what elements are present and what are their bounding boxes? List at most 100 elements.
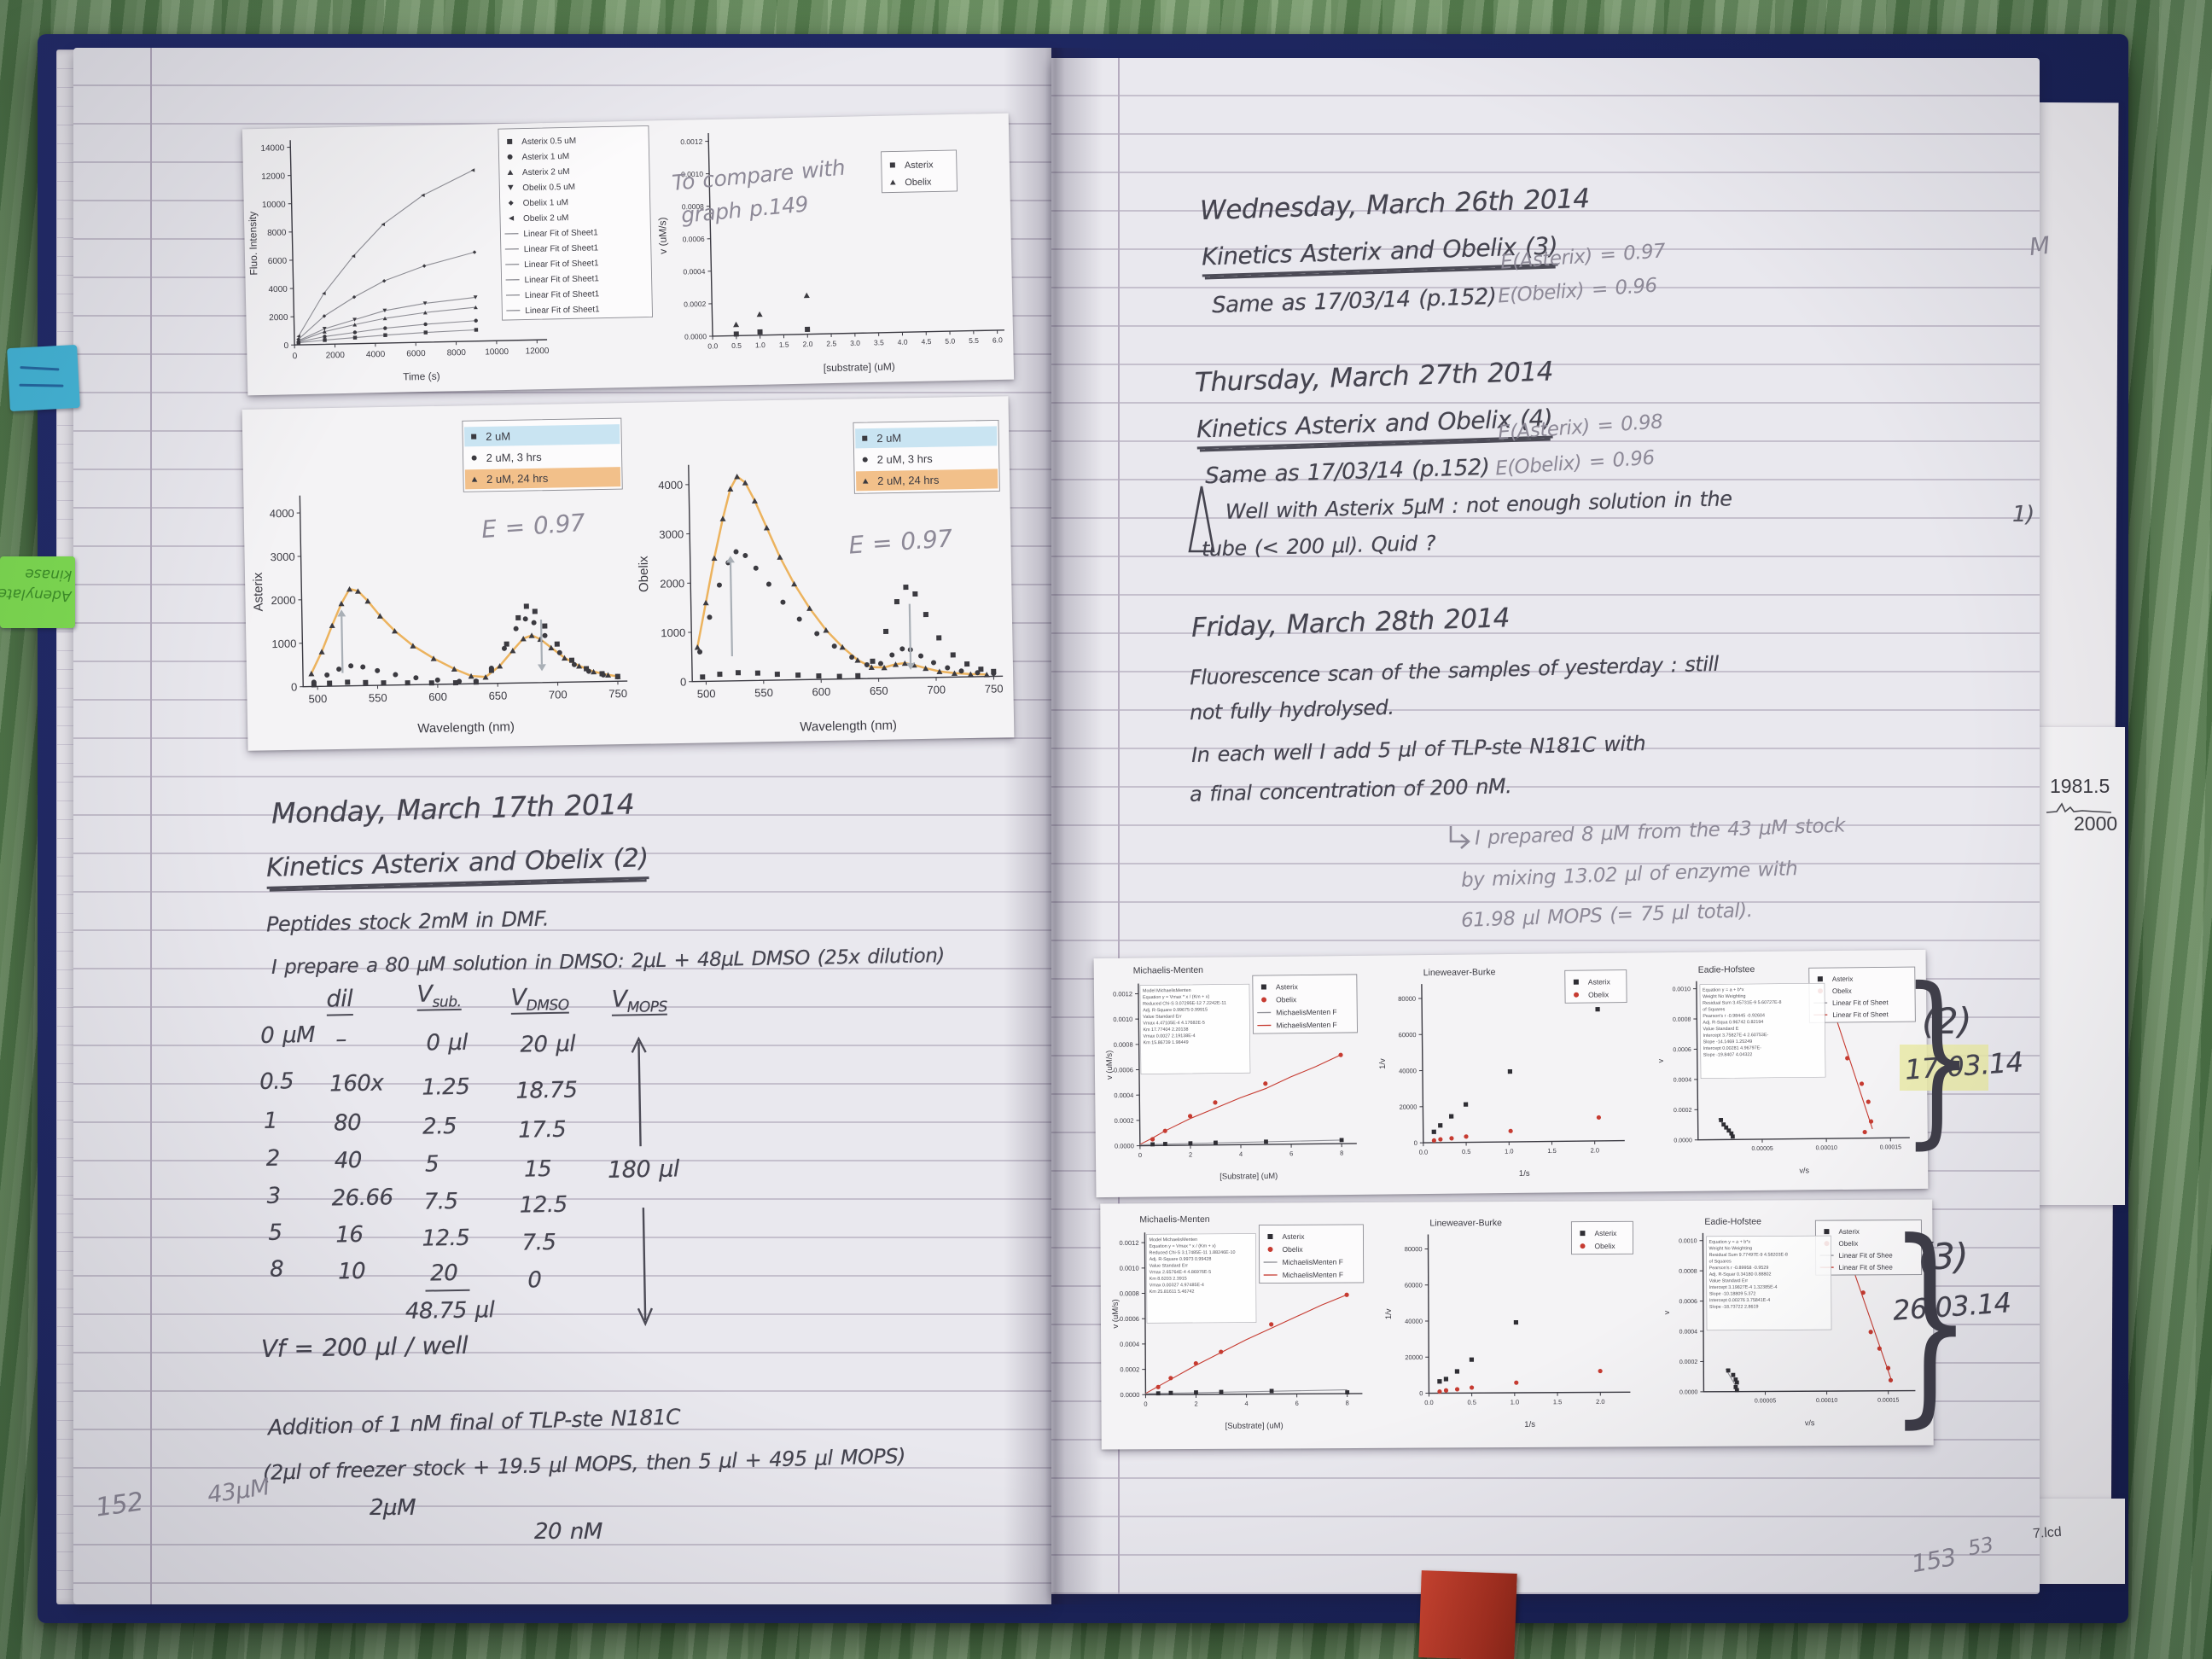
svg-text:Pearson's r -0.98445 -0.: Pearson's r -0.98445 -0.92604 — [1703, 1013, 1765, 1019]
svg-text:Obelix: Obelix — [1832, 987, 1852, 995]
ms-peak-label-2: 2000 — [2074, 812, 2118, 835]
svg-text:0.00005: 0.00005 — [1755, 1398, 1776, 1404]
svg-text:Obelix: Obelix — [905, 177, 932, 188]
svg-text:MichaelisMenten F: MichaelisMenten F — [1283, 1271, 1343, 1279]
svg-text:2 uM, 24 hrs: 2 uM, 24 hrs — [486, 472, 549, 486]
svg-text:0: 0 — [1144, 1400, 1147, 1408]
svg-text:1/v: 1/v — [1384, 1308, 1394, 1319]
svg-text:1.5: 1.5 — [1547, 1147, 1557, 1155]
green-tab-label-1: Adenylate — [0, 584, 72, 604]
chart-michaelis-menten-2603: 0 2 4 6 8 0.0000 0.0002 0.0004 0.0006 0.0008 0.001… — [1105, 1209, 1371, 1435]
chart-spectrum-obelix: 500 550 600 650 700 750 0 1000 2000 3000 4000 Wavel… — [633, 399, 1011, 739]
table-cell: 26.66 — [331, 1185, 393, 1212]
svg-text:2 uM: 2 uM — [486, 430, 510, 444]
svg-text:Value Standard Err: Value Standard Err — [1709, 1278, 1749, 1284]
svg-text:Linear Fit of Sheet: Linear Fit of Sheet — [1832, 1010, 1889, 1019]
svg-text:Fluo. Intensity: Fluo. Intensity — [247, 212, 260, 276]
svg-text:0.00005: 0.00005 — [1751, 1146, 1773, 1152]
svg-text:2.5: 2.5 — [826, 339, 836, 347]
table-cell: 16 — [335, 1221, 364, 1249]
svg-text:Obelix: Obelix — [1588, 990, 1610, 998]
svg-text:Slope -18.73722 2.861: Slope -18.73722 2.8619 — [1709, 1305, 1759, 1310]
chart-lineweaver-burke-2603: 0.0 0.5 1.0 1.5 2.0 0 20000 40000 60000 80000 1/s 1… — [1378, 1208, 1644, 1433]
svg-text:6000: 6000 — [268, 257, 288, 266]
svg-text:1/s: 1/s — [1524, 1420, 1535, 1429]
svg-text:0.0002: 0.0002 — [1679, 1359, 1698, 1365]
svg-text:3000: 3000 — [271, 550, 295, 564]
table-cell: 20 — [424, 1260, 470, 1292]
svg-text:0.0004: 0.0004 — [1679, 1330, 1698, 1336]
svg-text:6000: 6000 — [406, 349, 426, 358]
svg-text:0.5: 0.5 — [1467, 1399, 1476, 1406]
svg-text:Linear Fit of Shee: Linear Fit of Shee — [1839, 1264, 1894, 1272]
svg-text:Km 25.81611 5.46: Km 25.81611 5.46742 — [1150, 1289, 1195, 1295]
table-header-vmops: VMOPS — [611, 985, 668, 1016]
svg-text:Obelix: Obelix — [1594, 1242, 1615, 1250]
svg-text:2.0: 2.0 — [802, 340, 812, 348]
svg-text:Intercept 3.75827E-4 2.607: Intercept 3.75827E-4 2.60753E- — [1703, 1033, 1769, 1039]
svg-text:600: 600 — [428, 690, 447, 703]
svg-text:Linear Fit of Sheet1: Linear Fit of Sheet1 — [525, 289, 600, 300]
edge-fragment-1: 1) — [2012, 502, 2034, 527]
svg-text:Model MichaelisMenten: Model MichaelisMenten — [1149, 1237, 1197, 1243]
curly-brace-2: } — [1901, 948, 1974, 1166]
svg-text:Vmax 2.65764E-4 4.86: Vmax 2.65764E-4 4.86976E-5 — [1150, 1270, 1212, 1275]
table-cell: 17.5 — [517, 1116, 567, 1144]
svg-text:Obelix 0.5 uM: Obelix 0.5 uM — [522, 183, 575, 193]
svg-text:MichaelisMenten F: MichaelisMenten F — [1276, 1008, 1336, 1017]
final-volume-note: Vf = 200 µl / well — [260, 1330, 469, 1364]
table-cell: 15 — [523, 1156, 552, 1183]
svg-text:1.0: 1.0 — [1505, 1147, 1514, 1155]
table-cell: 8 — [269, 1256, 284, 1283]
svg-text:0.5: 0.5 — [731, 341, 742, 350]
table-cell: 40 — [334, 1147, 363, 1174]
table-cell: 0 µM — [260, 1022, 316, 1049]
svg-text:Reduced Chi-S 3.07295E-12 7: Reduced Chi-S 3.07295E-12 7.2242E-11 — [1143, 1001, 1226, 1007]
svg-text:0.0012: 0.0012 — [1120, 1239, 1139, 1247]
svg-text:2000: 2000 — [271, 594, 295, 608]
svg-text:Adj. R-Square 0.9973 0: Adj. R-Square 0.9973 0.99428 — [1150, 1257, 1212, 1262]
svg-text:Obelix 2 uM: Obelix 2 uM — [523, 213, 569, 224]
mops-total-volume: 180 µl — [607, 1155, 680, 1184]
svg-text:0.0006: 0.0006 — [1114, 1066, 1133, 1074]
svg-text:Linear Fit of Sheet1: Linear Fit of Sheet1 — [524, 243, 599, 254]
up-arrow-mark — [631, 1036, 647, 1147]
svg-text:0.0012: 0.0012 — [680, 137, 702, 147]
svg-text:Weight No Weighting: Weight No Weighting — [1709, 1246, 1752, 1251]
svg-text:Weight No Weighting: Weight No Weighting — [1703, 994, 1746, 1000]
svg-text:0: 0 — [1138, 1151, 1142, 1159]
svg-text:80000: 80000 — [1398, 995, 1416, 1003]
svg-text:12000: 12000 — [261, 172, 285, 182]
table-cell: 12.5 — [519, 1191, 568, 1219]
green-tab-label-2: kinase — [24, 565, 73, 585]
svg-text:0: 0 — [1419, 1389, 1423, 1397]
svg-text:0.00015: 0.00015 — [1877, 1398, 1899, 1404]
sticky-tab-green: Adenylate kinase — [0, 556, 75, 628]
svg-text:0.0002: 0.0002 — [1115, 1117, 1134, 1125]
svg-text:Michaelis-Menten: Michaelis-Menten — [1133, 965, 1204, 976]
svg-text:Asterix 2 uM: Asterix 2 uM — [522, 167, 570, 178]
table-cell: 2 — [265, 1145, 281, 1172]
table-cell: 10 — [337, 1258, 366, 1285]
svg-text:Obelix 1 uM: Obelix 1 uM — [523, 198, 569, 208]
svg-text:500: 500 — [308, 692, 327, 705]
edge-handwritten-m: M — [2028, 230, 2052, 262]
curly-brace-3: } — [1888, 1195, 1972, 1447]
svg-text:3000: 3000 — [659, 527, 684, 541]
right-page-margin-line — [1118, 58, 1120, 1594]
svg-text:12000: 12000 — [526, 346, 550, 357]
svg-text:Time (s): Time (s) — [403, 370, 440, 383]
warning-triangle-icon — [1188, 486, 1215, 553]
svg-text:2000: 2000 — [660, 577, 684, 591]
svg-text:Asterix: Asterix — [1838, 1228, 1859, 1236]
svg-text:600: 600 — [812, 685, 830, 698]
svg-text:v (uM/s): v (uM/s) — [1105, 1051, 1115, 1080]
svg-text:80000: 80000 — [1405, 1245, 1423, 1253]
svg-text:0.0008: 0.0008 — [1114, 1041, 1133, 1049]
svg-text:0: 0 — [1414, 1139, 1417, 1147]
svg-text:2.0: 2.0 — [1591, 1146, 1600, 1154]
svg-text:Km 17.77404 2.20: Km 17.77404 2.20138 — [1143, 1027, 1188, 1033]
svg-text:700: 700 — [927, 684, 946, 696]
svg-text:v: v — [1656, 1058, 1665, 1062]
svg-text:2: 2 — [1194, 1400, 1197, 1407]
